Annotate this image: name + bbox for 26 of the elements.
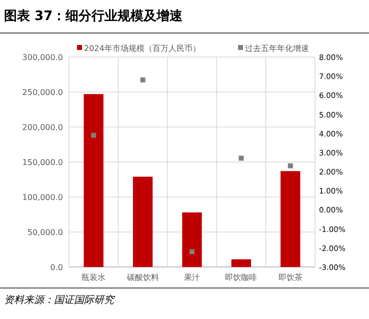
bar [182, 212, 202, 267]
point [140, 77, 146, 82]
y-tick-label: 50,000.0 [27, 228, 63, 237]
point [238, 156, 244, 161]
x-tick-label: 瓶装水 [82, 273, 106, 282]
point [288, 163, 293, 168]
y-tick-label: 250,000.0 [22, 88, 63, 97]
bar [280, 171, 300, 267]
legend-label: 2024年市场规模（百万人民币） [84, 44, 200, 53]
x-tick-label: 即饮咖啡 [225, 273, 258, 282]
bar [84, 94, 104, 267]
x-tick-label: 碳酸饮料 [126, 273, 159, 282]
legend-label: 过去五年年化增速 [245, 44, 309, 53]
y-tick-label: 0.0 [50, 263, 63, 272]
bar [231, 259, 252, 267]
y-tick-label: 150,000.0 [22, 158, 63, 167]
y-tick-label: 100,000.0 [22, 193, 63, 202]
bar [132, 176, 153, 267]
chart-title: 图表 37：细分行业规模及增速 [4, 9, 184, 24]
x-tick-label: 果汁 [184, 273, 200, 282]
y-tick-label: 300,000.0 [22, 53, 63, 62]
text: 资料来源：国证国际研究 [4, 294, 116, 306]
point [91, 132, 96, 138]
x-tick-label: 即饮茶 [278, 273, 302, 282]
y-tick-label: 200,000.0 [22, 123, 63, 132]
point [190, 249, 194, 254]
